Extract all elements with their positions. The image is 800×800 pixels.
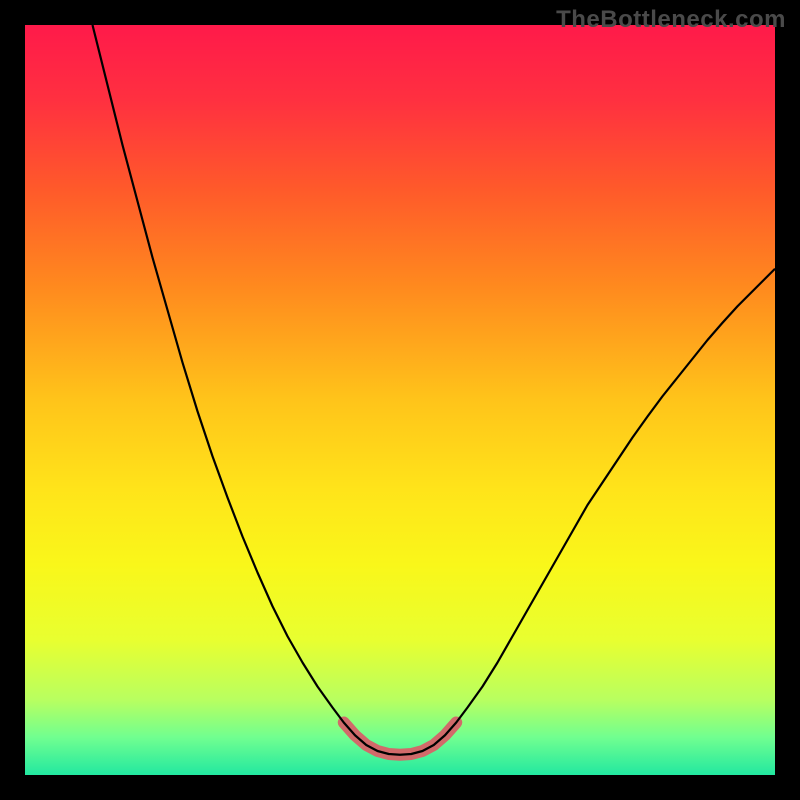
chart-container: TheBottleneck.com bbox=[0, 0, 800, 800]
chart-svg bbox=[0, 0, 800, 800]
bottleneck-highlight bbox=[344, 723, 457, 755]
watermark-text: TheBottleneck.com bbox=[556, 6, 786, 34]
bottleneck-curve bbox=[93, 25, 776, 755]
